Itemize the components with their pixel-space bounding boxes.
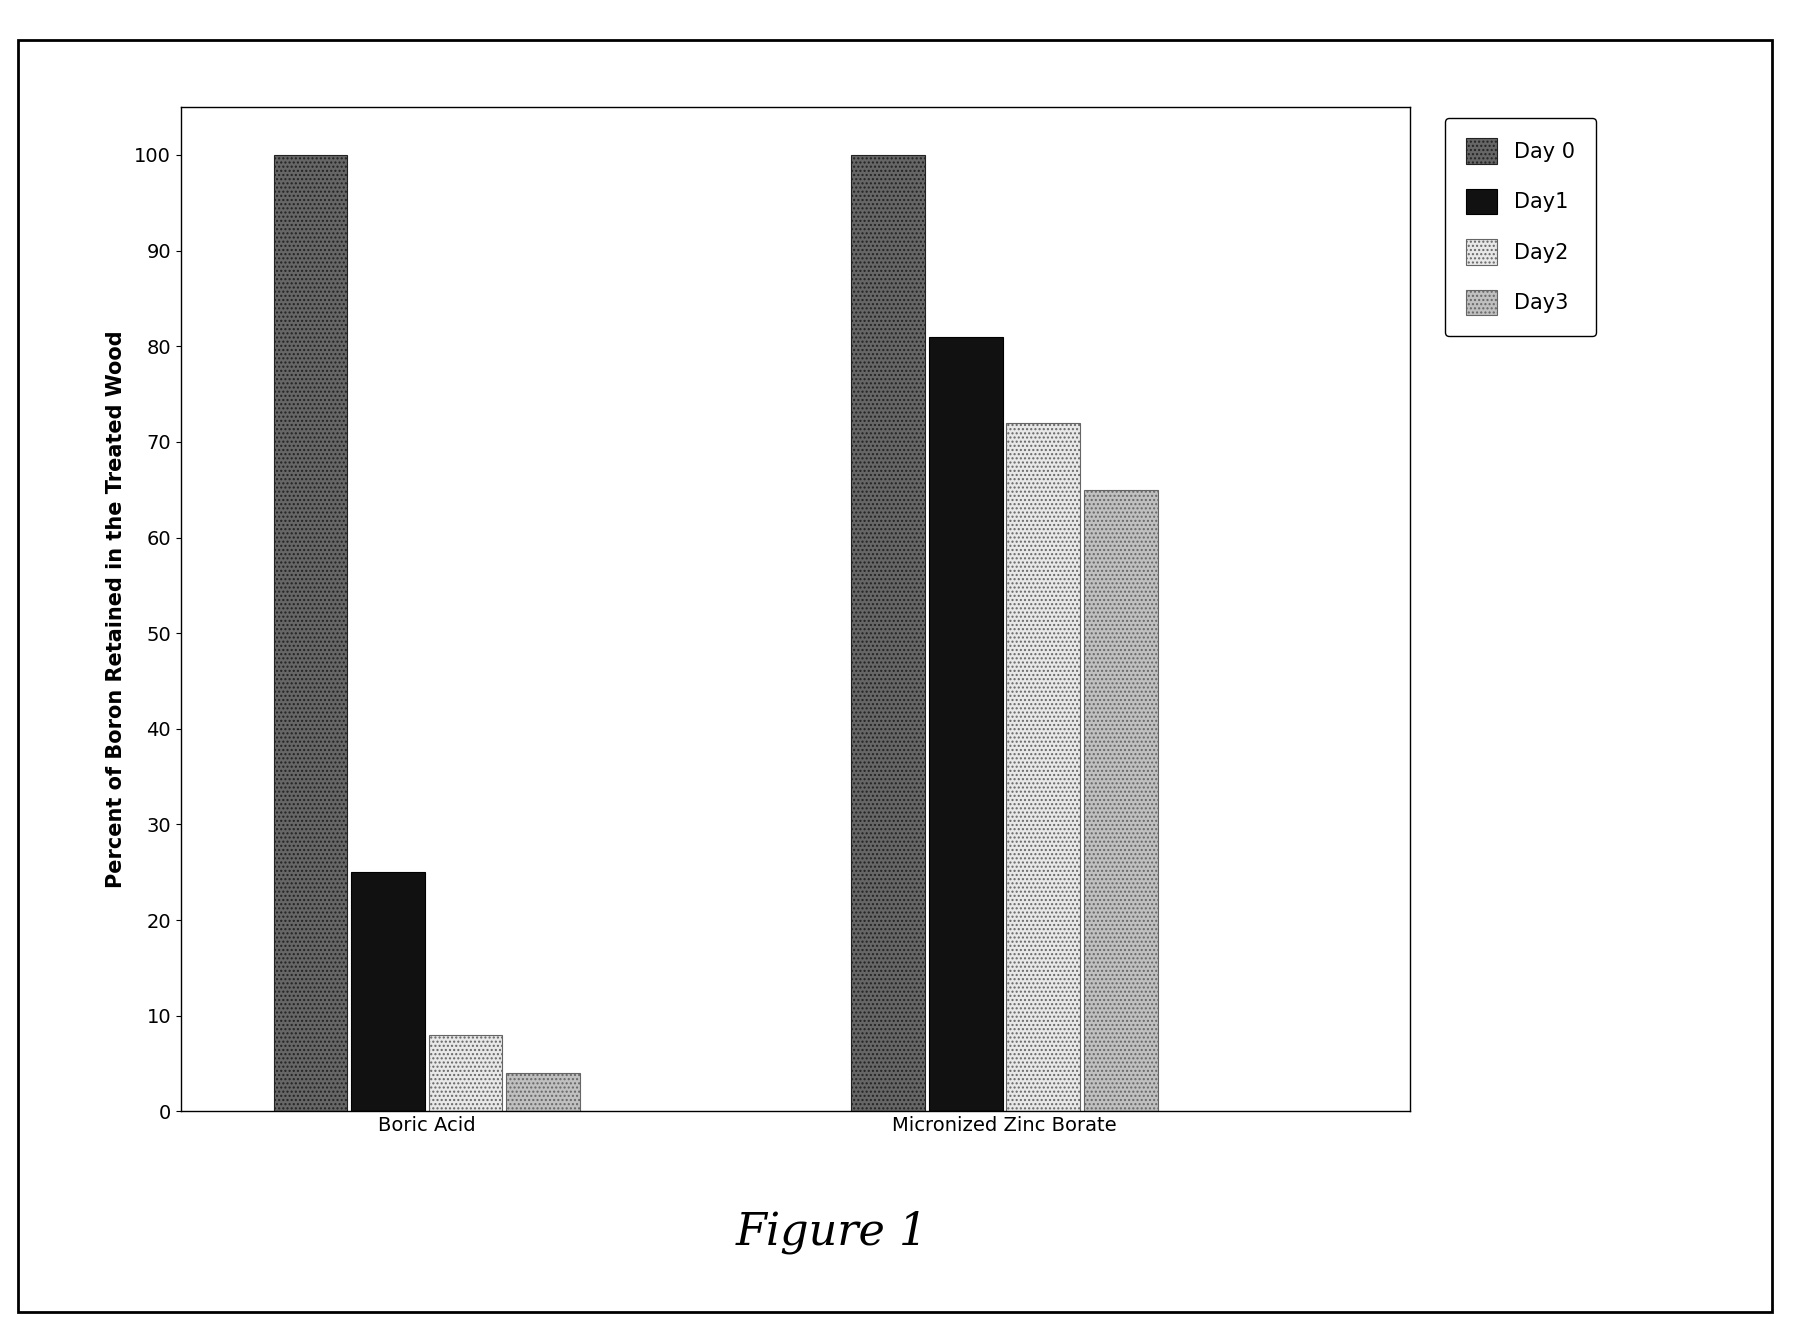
Legend: Day 0, Day1, Day2, Day3: Day 0, Day1, Day2, Day3: [1444, 118, 1596, 336]
Y-axis label: Percent of Boron Retained in the Treated Wood: Percent of Boron Retained in the Treated…: [107, 331, 126, 888]
Text: Figure 1: Figure 1: [735, 1210, 927, 1253]
Bar: [428, 1035, 502, 1111]
Bar: [351, 872, 425, 1111]
Bar: [851, 155, 925, 1111]
Bar: [273, 155, 347, 1111]
Bar: [1082, 490, 1156, 1111]
Bar: [1006, 423, 1079, 1111]
Bar: [506, 1073, 580, 1111]
Bar: [929, 336, 1003, 1111]
